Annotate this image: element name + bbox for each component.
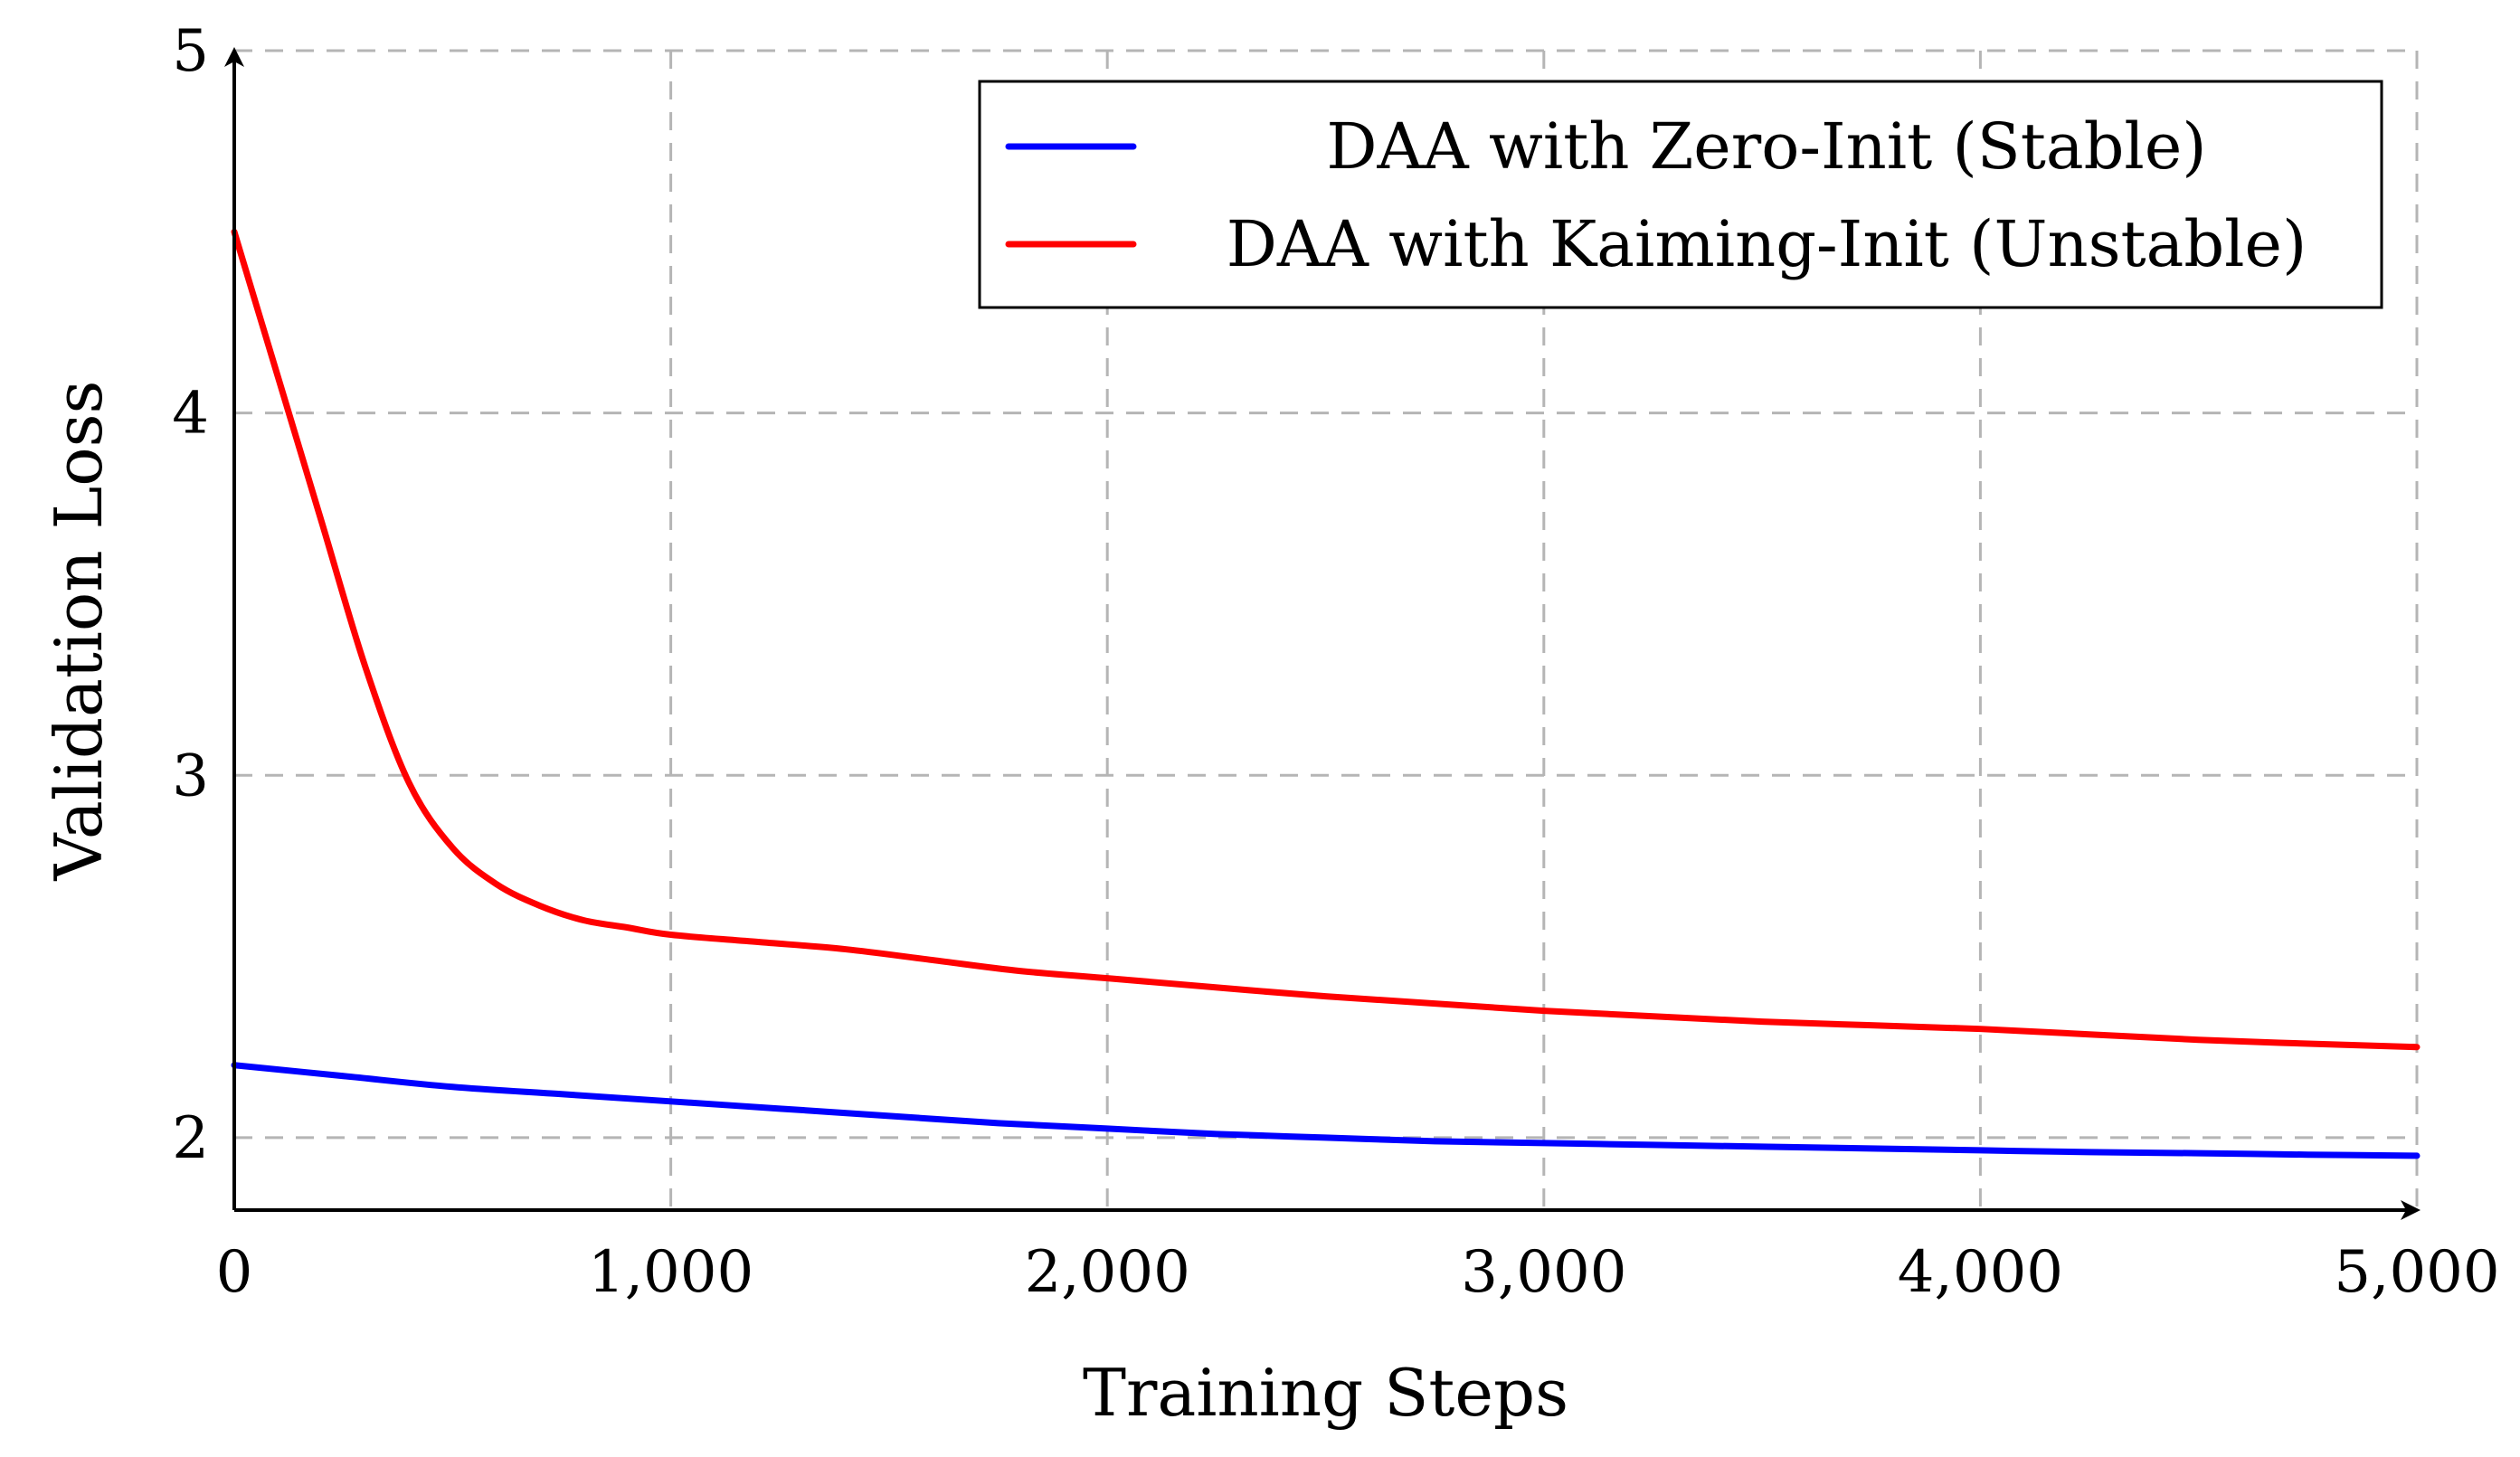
y-axis-title: Validation Loss	[41, 380, 117, 881]
y-tick-label: 2	[172, 1105, 209, 1172]
x-tick-label: 5,000	[2334, 1239, 2499, 1306]
x-axis-title: Training Steps	[1083, 1355, 1568, 1431]
x-tick-label: 2,000	[1025, 1239, 1190, 1306]
legend: DAA with Zero-Init (Stable) DAA with Kai…	[978, 80, 2383, 309]
series-line-zero-init	[231, 1062, 2421, 1159]
y-tick-label: 4	[172, 381, 209, 448]
x-axis-arrowhead	[2401, 1200, 2421, 1220]
x-tick-label: 1,000	[588, 1239, 753, 1306]
x-tick-label: 0	[216, 1239, 253, 1306]
x-tick-label: 3,000	[1461, 1239, 1626, 1306]
x-tick-labels: 0 1,000 2,000 3,000 4,000 5,000	[216, 1239, 2500, 1306]
y-tick-label: 5	[172, 18, 209, 85]
series-layer	[231, 228, 2421, 1159]
y-axis-arrowhead	[224, 47, 244, 67]
y-tick-labels: 2 3 4 5	[172, 18, 209, 1172]
series-line-kaiming-init	[231, 228, 2421, 1051]
legend-label-kaiming-init: DAA with Kaiming-Init (Unstable)	[1227, 207, 2307, 281]
y-tick-label: 3	[172, 743, 209, 809]
x-tick-label: 4,000	[1898, 1239, 2063, 1306]
legend-label-zero-init: DAA with Zero-Init (Stable)	[1326, 109, 2206, 184]
legend-box	[978, 80, 2383, 309]
axes	[224, 47, 2421, 1220]
